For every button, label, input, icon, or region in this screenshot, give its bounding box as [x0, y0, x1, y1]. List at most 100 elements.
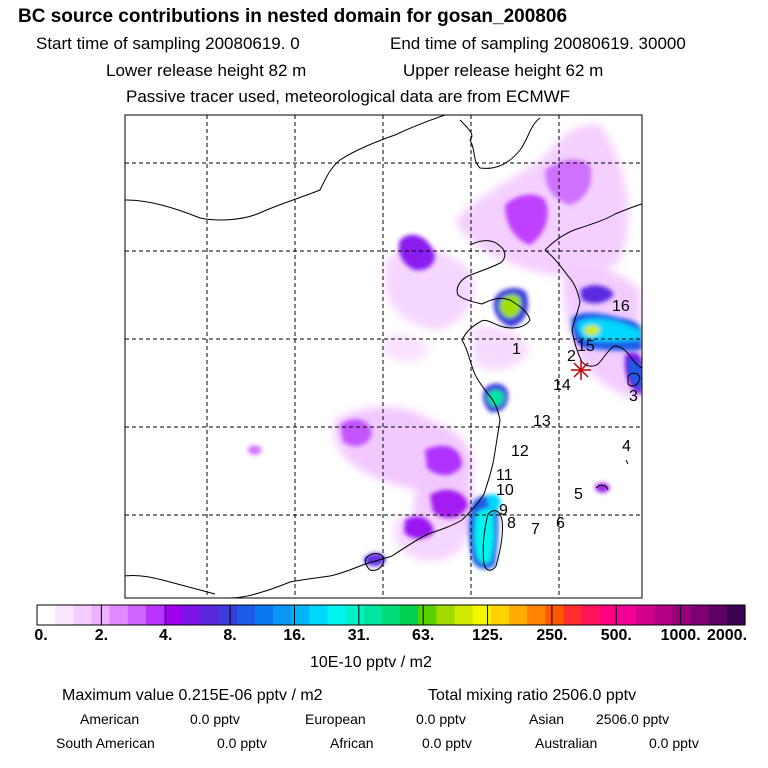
plume-north-china [385, 249, 474, 330]
colorbar-swatch [581, 605, 601, 625]
colorbar-tick-label: 31. [347, 627, 370, 644]
colorbar-swatch [599, 605, 619, 625]
coast-vietnam [125, 575, 291, 598]
colorbar-swatch [145, 605, 165, 625]
colorbar-frame [36, 604, 746, 626]
colorbar-swatch [109, 605, 129, 625]
colorbar-swatch [454, 605, 474, 625]
receptor-marker-icon [571, 360, 591, 380]
source-region-label-1: 1 [512, 341, 521, 358]
colorbar-swatch [672, 605, 692, 625]
colorbar-tick-label: 16. [283, 627, 306, 644]
purple-japan [595, 482, 610, 493]
chart-title: BC source contributions in nested domain… [18, 6, 568, 27]
purple-south [404, 516, 434, 539]
source-region-label-12: 12 [511, 443, 529, 460]
hotspot-shandong-core [499, 294, 521, 318]
colorbar-swatch [726, 605, 746, 625]
colorbar-swatch [472, 605, 492, 625]
colorbar-tick-label: 250. [536, 627, 568, 644]
coast-shandong [461, 297, 531, 341]
colorbar-tick-label: 1000. [660, 627, 701, 644]
region-african-name: African [330, 735, 374, 751]
end-time: End time of sampling 20080619. 30000 [390, 34, 686, 53]
total-mixing-ratio: Total mixing ratio 2506.0 pptv [428, 687, 637, 704]
colorbar-swatch [55, 605, 74, 625]
colorbar-swatch [345, 605, 365, 625]
colorbar-swatch [127, 605, 147, 625]
coast-japan-kyushu [627, 372, 641, 387]
colorbar-swatch [527, 605, 546, 625]
colorbar-swatch [418, 605, 437, 625]
border-inner [459, 117, 541, 169]
colorbar-swatch [490, 605, 510, 625]
region-south-american-value: 0.0 pptv [217, 735, 267, 751]
colorbar-swatch [273, 605, 292, 625]
colorbar-tick-label: 4. [159, 627, 173, 644]
source-region-label-4: 4 [622, 438, 631, 455]
colorbar-swatch [309, 605, 329, 625]
colorbar-swatch [381, 605, 401, 625]
purple-dot-west [248, 445, 262, 455]
colorbar-swatch [563, 605, 583, 625]
source-region-label-13: 13 [533, 413, 551, 430]
region-asian-value: 2506.0 pptv [596, 711, 670, 727]
colorbar-tick-label: 0. [34, 627, 48, 644]
map-frame [124, 114, 643, 599]
region-south-american-name: South American [56, 735, 155, 751]
concentration-field [125, 115, 642, 598]
hotspot-shanghai-core [487, 389, 504, 407]
lower-release-height: Lower release height 82 m [106, 61, 307, 80]
source-region-label-10: 10 [496, 482, 514, 499]
coast-korea-north [544, 203, 642, 251]
region-australian-name: Australian [535, 735, 598, 751]
colorbar-swatch [654, 605, 673, 625]
source-region-label-2: 2 [567, 348, 576, 365]
region-australian-value: 0.0 pptv [649, 735, 699, 751]
colorbar-swatch [363, 605, 383, 625]
source-region-label-9: 9 [499, 502, 508, 519]
source-region-label-5: 5 [574, 486, 583, 503]
colorbar-unit-label: 10E-10 pptv / m2 [310, 654, 432, 671]
colorbar-swatch [182, 605, 201, 625]
coast-east [289, 339, 501, 583]
hotspot-korea-center [584, 325, 600, 336]
colorbar-swatch [327, 605, 347, 625]
coast-ryukyu [595, 459, 629, 491]
purple-central [340, 419, 372, 447]
tracer-note: Passive tracer used, meteorological data… [126, 87, 571, 106]
colorbar-tick-label: 63. [412, 627, 435, 644]
colorbar-swatch [218, 605, 238, 625]
coast-hainan [364, 553, 385, 571]
colorbar-swatch [254, 605, 274, 625]
colorbar-swatch [636, 605, 655, 625]
region-european-value: 0.0 pptv [416, 711, 466, 727]
coast-korea [544, 249, 642, 369]
source-region-label-6: 6 [556, 515, 565, 532]
colorbar-tick-label: 2000. [706, 627, 748, 644]
colorbar-swatch [400, 605, 419, 625]
maximum-value: Maximum value 0.215E-06 pptv / m2 [62, 687, 323, 704]
colorbar-tick-label: 2. [94, 627, 109, 644]
colorbar-tick-separators [100, 605, 682, 625]
purple-hebei [398, 234, 435, 271]
border-mongolia [125, 115, 446, 221]
colorbar-swatch [73, 605, 93, 625]
colorbar-swatch [91, 605, 111, 625]
coast-bohai [456, 240, 506, 305]
upper-release-height: Upper release height 62 m [403, 61, 604, 80]
plume-shandong [470, 326, 530, 370]
colorbar-swatch [509, 605, 528, 625]
purple-korea-north [580, 285, 614, 304]
colorbar-swatch [545, 605, 565, 625]
coastlines [125, 115, 642, 598]
source-region-label-15: 15 [577, 338, 595, 355]
hotspot-fujian [487, 494, 501, 512]
start-time: Start time of sampling 20080619. 0 [36, 34, 300, 53]
colorbar-swatch [200, 605, 220, 625]
colorbar-swatch [436, 605, 456, 625]
colorbar-swatch [236, 605, 256, 625]
colorbar-tick-label: 8. [223, 627, 237, 644]
